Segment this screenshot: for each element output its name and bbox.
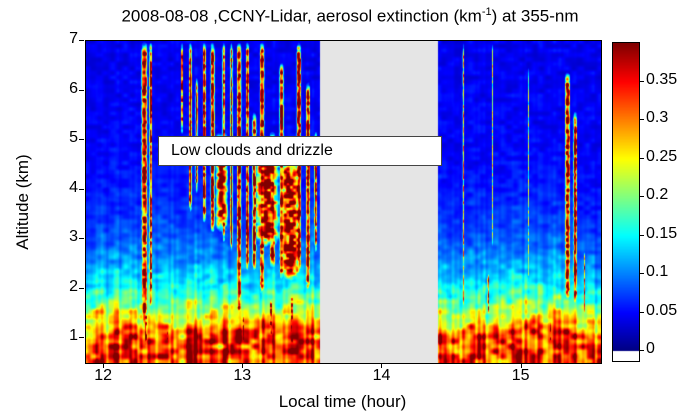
y-axis-label: Altitude (km) xyxy=(13,154,32,250)
x-tick-mark xyxy=(381,363,383,368)
y-tick-mark xyxy=(79,337,84,339)
colorbar-tick-label: 0.15 xyxy=(646,224,678,242)
colorbar-tick-mark xyxy=(640,119,644,120)
colorbar-tick-label: 0.1 xyxy=(646,263,669,280)
x-tick-mark xyxy=(103,363,105,368)
y-tick-mark xyxy=(79,40,84,41)
x-tick-mark xyxy=(242,363,244,368)
y-tick-label: 7 xyxy=(69,30,78,47)
x-tick-label: 14 xyxy=(372,367,391,384)
colorbar-tick-label: 0 xyxy=(646,340,655,357)
colorbar-tick-mark xyxy=(640,196,644,197)
colorbar-tick-label: 0.2 xyxy=(646,186,669,203)
x-tick-label: 12 xyxy=(94,367,112,384)
annotation-box: Low clouds and drizzle xyxy=(158,136,442,166)
x-axis-label: Local time (hour) xyxy=(278,392,407,411)
chart-title-suffix: ) at 355-nm xyxy=(491,6,579,26)
colorbar-tick-label: 0.3 xyxy=(646,109,669,126)
y-tick-label: 2 xyxy=(69,277,78,295)
colorbar-tick-mark xyxy=(640,350,644,351)
colorbar-tick-label: 0.25 xyxy=(646,147,678,165)
colorbar-tick-mark xyxy=(640,80,644,82)
y-tick-mark xyxy=(79,89,84,91)
heatmap-canvas xyxy=(86,41,601,363)
x-tick-mark xyxy=(520,363,522,368)
colorbar-tick-mark xyxy=(640,234,644,236)
y-tick-label: 3 xyxy=(69,228,78,246)
colorbar-canvas xyxy=(613,43,639,361)
y-tick-label: 5 xyxy=(69,129,78,147)
y-tick-mark xyxy=(79,188,84,190)
chart-title-prefix: 2008-08-08 ,CCNY-Lidar, aerosol extincti… xyxy=(121,6,482,26)
y-tick-mark xyxy=(79,287,84,289)
plot-area xyxy=(85,40,602,364)
colorbar-tick-mark xyxy=(640,157,644,159)
x-tick-label: 13 xyxy=(233,367,252,384)
chart-title: 2008-08-08 ,CCNY-Lidar, aerosol extincti… xyxy=(0,6,700,27)
y-tick-mark xyxy=(79,238,84,240)
y-tick-label: 4 xyxy=(69,178,78,196)
annotation-text: Low clouds and drizzle xyxy=(171,142,333,159)
colorbar-tick-label: 0.35 xyxy=(646,70,678,88)
y-tick-mark xyxy=(79,139,84,141)
y-tick-label: 6 xyxy=(69,79,78,97)
colorbar-tick-mark xyxy=(640,311,644,313)
y-tick-label: 1 xyxy=(69,327,78,345)
chart-title-superscript: -1 xyxy=(481,6,492,18)
colorbar xyxy=(612,42,640,362)
x-tick-label: 15 xyxy=(511,367,530,384)
colorbar-tick-mark xyxy=(640,273,644,274)
colorbar-tick-label: 0.05 xyxy=(646,301,678,319)
